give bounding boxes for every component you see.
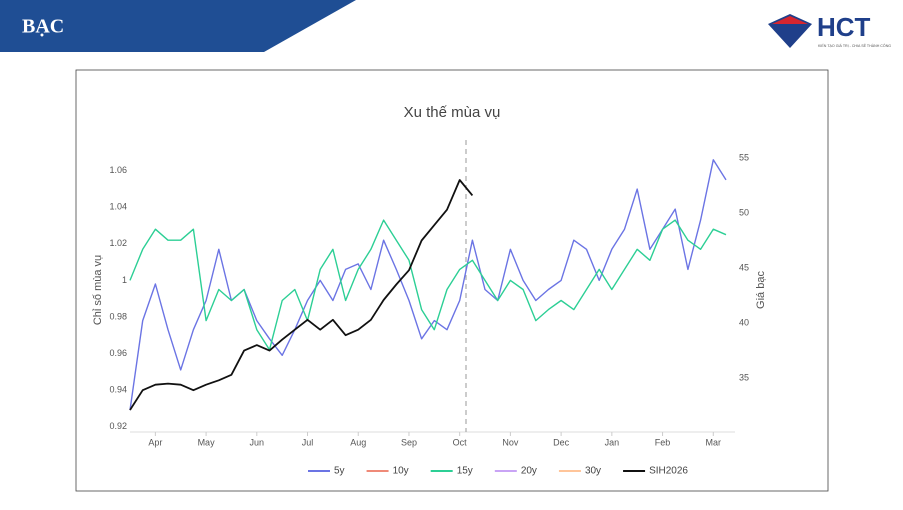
- legend-label: SIH2026: [649, 466, 688, 477]
- y2-axis-title: Giá bạc: [755, 271, 767, 309]
- logo-tagline: KIẾN TẠO GIÁ TRỊ - CHIA SẺ THÀNH CÔNG: [818, 43, 891, 48]
- series-line: [129, 159, 727, 411]
- y-axis-title: Chỉ số mùa vụ: [92, 255, 104, 325]
- y2-tick-label: 55: [739, 152, 749, 162]
- y2-tick-label: 40: [739, 317, 749, 327]
- legend-label: 15y: [457, 466, 473, 477]
- x-tick-label: Aug: [350, 437, 366, 447]
- y2-tick-label: 35: [739, 372, 749, 382]
- x-tick-label: Oct: [453, 437, 468, 447]
- x-tick-label: Feb: [655, 437, 671, 447]
- legend-label: 10y: [393, 466, 409, 477]
- logo-diamond-top: [772, 16, 808, 24]
- x-tick-label: Jul: [302, 437, 314, 447]
- x-tick-label: Dec: [553, 437, 570, 447]
- x-tick-label: Apr: [148, 437, 162, 447]
- legend: 5y 10y 15y 20y 30y SIH2026: [308, 466, 688, 477]
- y-tick-label: 0.96: [109, 348, 127, 358]
- y-tick-label: 1.06: [109, 165, 127, 175]
- legend-label: 5y: [334, 466, 345, 477]
- y-tick-label: 1: [122, 275, 127, 285]
- logo-text: HCT: [817, 12, 871, 42]
- x-tick-label: Mar: [706, 437, 722, 447]
- y2-tick-label: 45: [739, 262, 749, 272]
- y-tick-label: 0.98: [109, 311, 127, 321]
- series-line: [129, 219, 727, 351]
- header-banner: [0, 0, 356, 52]
- legend-label: 30y: [585, 466, 601, 477]
- y2-tick-label: 50: [739, 207, 749, 217]
- y-tick-label: 0.92: [109, 421, 127, 431]
- plot: 0.92 0.94 0.96 0.98 1 1.02 1.04 1.06 35 40 45 50 55 A…: [109, 152, 749, 447]
- y-tick-label: 1.04: [109, 202, 127, 212]
- logo: HCT KIẾN TẠO GIÁ TRỊ - CHIA SẺ THÀNH CÔN…: [768, 12, 891, 48]
- series-line: [129, 179, 474, 411]
- chart-title: Xu thế mùa vụ: [404, 104, 501, 121]
- y-tick-label: 0.94: [109, 384, 127, 394]
- legend-label: 20y: [521, 466, 537, 477]
- y-tick-label: 1.02: [109, 238, 127, 248]
- x-tick-label: May: [198, 437, 216, 447]
- x-tick-label: Sep: [401, 437, 417, 447]
- x-tick-label: Jan: [605, 437, 620, 447]
- slide-title: BẠC: [22, 16, 64, 38]
- x-tick-label: Jun: [250, 437, 265, 447]
- x-tick-label: Nov: [502, 437, 519, 447]
